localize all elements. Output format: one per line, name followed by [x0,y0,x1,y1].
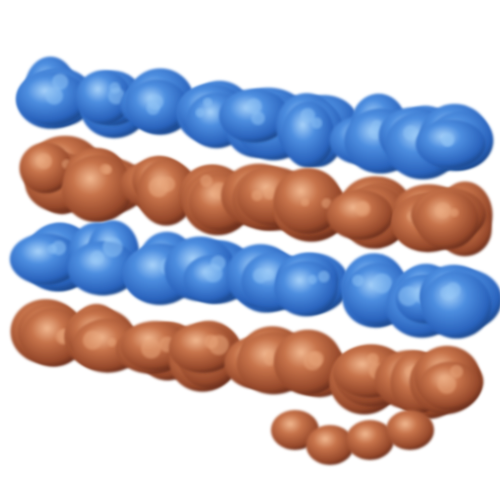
brown-subunit-lump [61,155,134,223]
brown-surface-highlight [300,198,310,207]
blue-surface-highlight [318,270,330,283]
blue-surface-highlight [445,282,461,298]
blue-surface-highlight [246,98,262,114]
brown-surface-highlight [265,349,274,358]
brown-surface-highlight [355,200,371,217]
brown-surface-highlight [303,351,322,371]
blue-subunit-lump [274,260,338,317]
blue-surface-highlight [352,274,364,287]
blue-surface-highlight [307,274,318,285]
blue-surface-highlight [146,101,160,115]
blue-subunit-lump [281,101,335,168]
blue-surface-highlight [403,125,418,141]
brown-subunit-lump [415,190,479,250]
brown-surface-highlight [251,190,263,202]
blue-surface-highlight [372,273,393,294]
brown-surface-highlight [264,354,276,366]
brown-surface-highlight [160,176,176,192]
brown-surface-highlight [82,330,102,350]
brown-surface-highlight [107,337,117,347]
blue-surface-highlight [90,250,104,264]
brown-surface-highlight [36,153,52,169]
blue-surface-highlight [52,73,69,90]
brown-surface-highlight [103,165,113,175]
brown-subunit-lump [306,425,354,465]
brown-subunit-lump [386,410,434,450]
blue-surface-highlight [210,255,226,271]
blue-surface-highlight [109,82,121,94]
blue-surface-highlight [311,117,323,129]
blue-surface-highlight [47,244,57,254]
brown-surface-highlight [263,186,277,200]
blue-surface-highlight [252,268,268,284]
blue-surface-highlight [45,87,63,105]
blue-surface-highlight [195,108,205,118]
blue-surface-highlight [251,111,265,125]
blue-surface-highlight [441,133,455,147]
brown-surface-highlight [437,375,457,394]
brown-subunit-lump [346,420,394,460]
brown-surface-highlight [450,208,459,217]
blue-surface-highlight [203,97,213,107]
blue-surface-highlight [102,237,123,258]
blue-surface-highlight [263,270,274,281]
brown-surface-highlight [200,174,213,187]
brown-surface-highlight [367,353,379,365]
blue-surface-highlight [398,286,419,306]
blue-surface-highlight [300,108,316,123]
blue-subunit-lump [421,271,492,339]
brown-surface-highlight [141,338,162,359]
brown-surface-highlight [204,334,219,349]
brown-surface-highlight [435,202,452,219]
brown-surface-highlight [450,365,463,378]
blue-subunit-lump [67,241,139,296]
